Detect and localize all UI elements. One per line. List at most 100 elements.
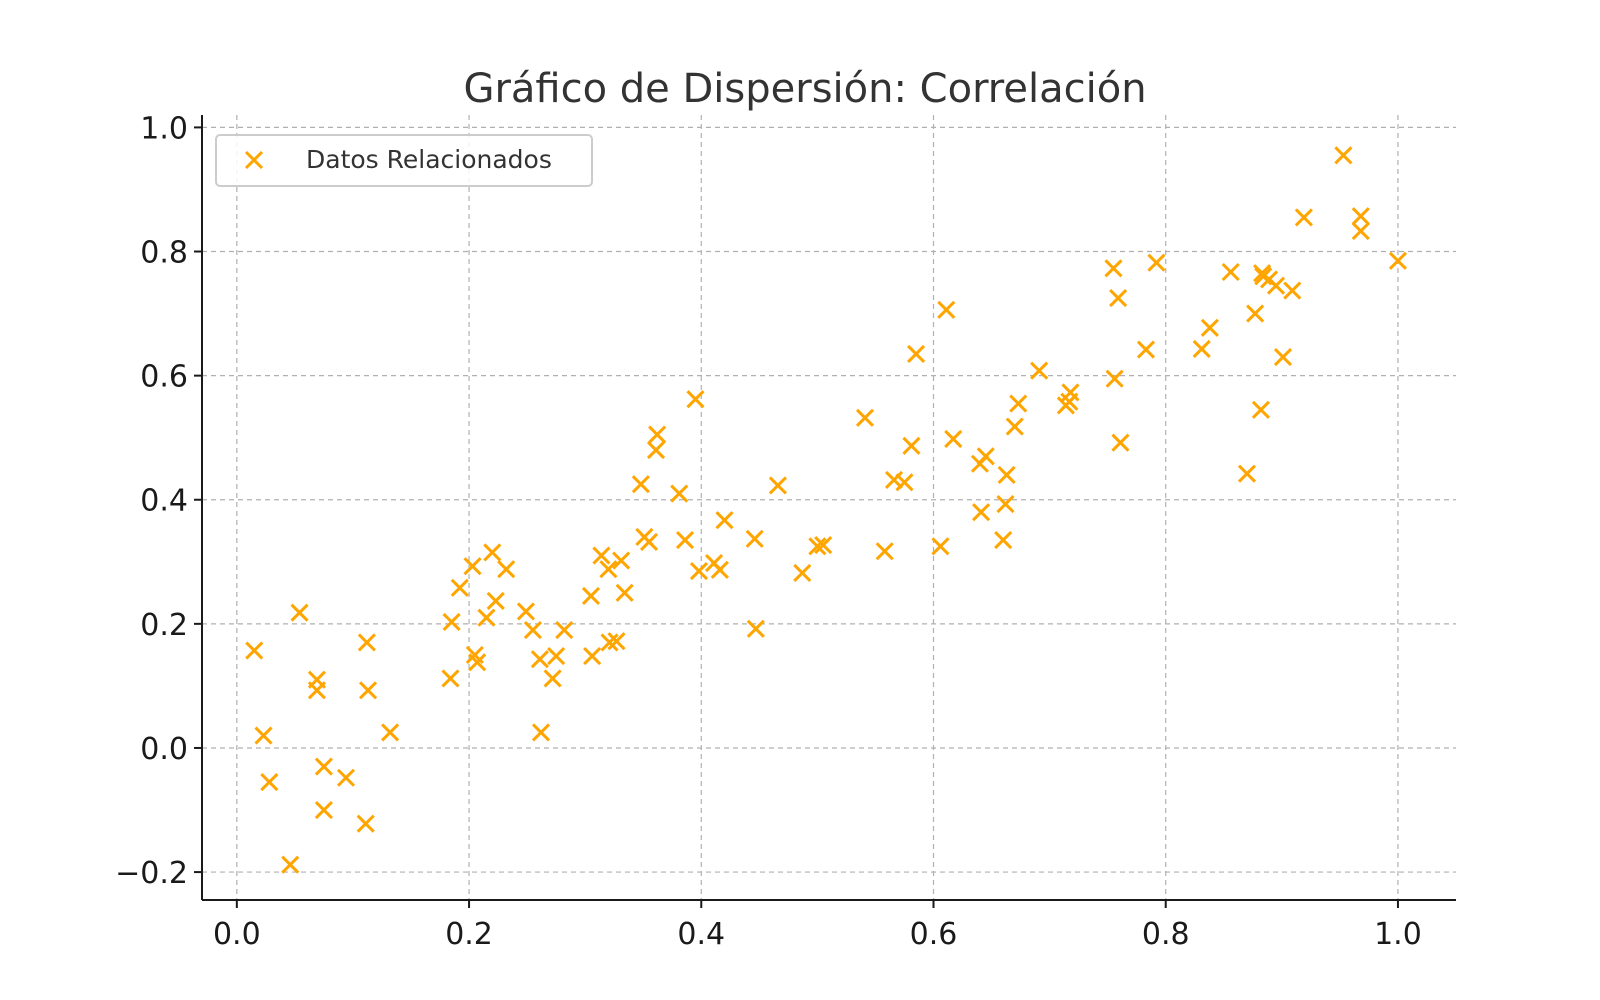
data-point	[442, 612, 461, 632]
legend-marker-icon	[244, 150, 264, 170]
data-point	[600, 633, 619, 652]
data-point	[592, 546, 611, 565]
data-point	[646, 441, 666, 460]
data-point	[486, 591, 505, 610]
data-point	[710, 560, 729, 579]
data-point	[1237, 464, 1257, 483]
x-tick-label: 0.0	[213, 917, 261, 952]
data-point	[814, 535, 833, 555]
x-tick-label: 0.4	[677, 917, 725, 952]
data-point	[254, 726, 273, 745]
data-point	[1273, 347, 1293, 367]
data-point	[855, 408, 875, 427]
y-tick-label: 0.0	[140, 732, 188, 767]
data-point	[997, 465, 1016, 484]
data-point	[260, 773, 279, 792]
data-point	[689, 562, 709, 581]
data-point	[477, 608, 496, 627]
x-tick-label: 0.8	[1142, 917, 1190, 952]
data-point	[1351, 207, 1370, 226]
data-point	[290, 603, 309, 622]
data-point	[746, 619, 765, 638]
data-point	[1104, 259, 1123, 278]
legend: Datos Relacionados	[215, 134, 593, 187]
scatter-points	[245, 146, 1408, 874]
data-point	[1283, 281, 1302, 300]
y-axis-ticks: −0.2 0.0 0.2 0.4 0.6 0.8 1.0	[115, 111, 202, 891]
data-point	[1221, 262, 1240, 282]
data-point	[547, 647, 566, 666]
data-point	[1147, 253, 1166, 272]
data-point	[631, 475, 650, 494]
data-point	[358, 681, 378, 700]
data-point	[1334, 146, 1353, 165]
y-tick-label: 0.8	[140, 236, 188, 271]
data-point	[463, 557, 482, 576]
data-point	[715, 511, 734, 530]
y-tick-label: −0.2	[115, 856, 188, 891]
data-point	[768, 476, 787, 495]
data-point	[686, 390, 705, 409]
data-point	[1061, 383, 1080, 402]
x-tick-label: 0.6	[910, 917, 958, 952]
data-point	[902, 436, 921, 455]
data-point	[314, 800, 333, 820]
data-point	[581, 586, 601, 605]
data-point	[516, 602, 536, 621]
data-point	[612, 551, 631, 570]
data-point	[994, 531, 1013, 550]
data-point	[793, 563, 812, 583]
data-point	[1388, 251, 1408, 270]
x-axis-ticks: 0.0 0.2 0.4 0.6 0.8 1.0	[213, 900, 1422, 952]
legend-box	[215, 134, 593, 187]
data-point	[450, 578, 469, 597]
axes	[201, 115, 1456, 901]
data-point	[1192, 339, 1211, 359]
data-point	[307, 681, 327, 700]
data-point	[615, 583, 634, 602]
data-point	[357, 633, 376, 652]
data-point	[1294, 208, 1313, 227]
data-point	[1136, 340, 1156, 359]
y-tick-label: 1.0	[140, 111, 188, 146]
x-tick-label: 0.2	[445, 917, 493, 952]
data-point	[1005, 417, 1024, 436]
data-point	[875, 542, 894, 561]
data-point	[1030, 361, 1049, 380]
data-point	[907, 344, 926, 363]
data-point	[1246, 304, 1265, 323]
data-point	[543, 669, 562, 688]
data-point	[1009, 394, 1028, 413]
data-point	[497, 560, 516, 579]
data-point	[670, 484, 689, 503]
data-point	[381, 723, 400, 742]
y-tick-label: 0.6	[140, 360, 188, 395]
y-tick-label: 0.4	[140, 484, 188, 519]
data-point	[523, 620, 542, 640]
data-point	[336, 768, 356, 787]
data-point	[895, 473, 914, 492]
data-point	[675, 531, 695, 550]
legend-label: Datos Relacionados	[306, 145, 552, 174]
data-point	[1109, 289, 1128, 308]
data-point	[314, 757, 333, 776]
data-point	[356, 814, 375, 833]
data-point	[808, 537, 827, 556]
data-point	[531, 723, 551, 742]
data-point	[555, 620, 574, 640]
data-point	[599, 560, 618, 579]
data-point	[639, 532, 659, 552]
data-point	[745, 529, 764, 548]
data-point	[884, 470, 904, 489]
data-point	[607, 632, 626, 651]
data-point	[937, 300, 956, 319]
data-point	[1351, 221, 1370, 241]
data-point	[583, 647, 602, 666]
data-point	[281, 855, 300, 874]
data-point	[483, 543, 502, 562]
data-point	[996, 495, 1015, 514]
data-point	[648, 425, 667, 444]
data-point	[976, 447, 995, 466]
data-point	[245, 641, 264, 660]
data-point	[931, 537, 950, 556]
